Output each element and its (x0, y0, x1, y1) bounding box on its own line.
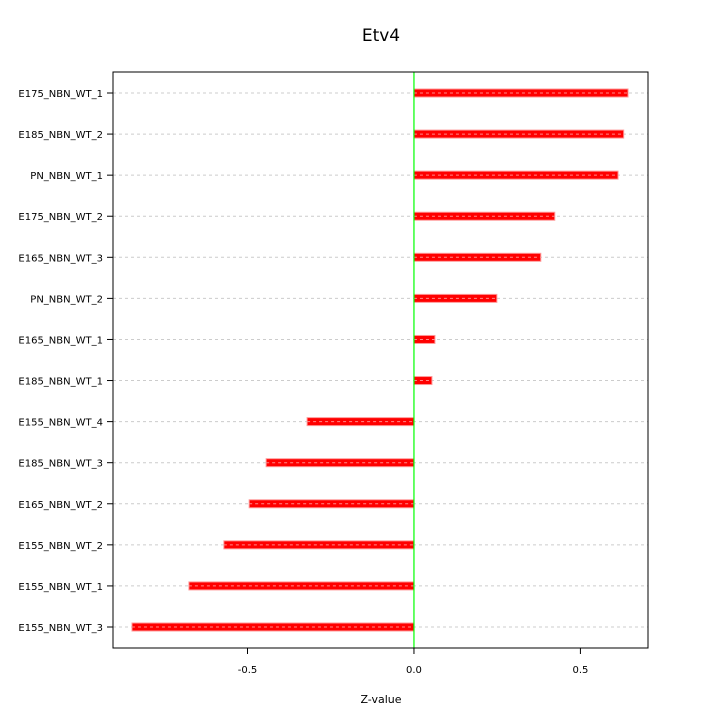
bar (188, 581, 415, 591)
chart-title: Etv4 (362, 26, 400, 46)
y-tick-label: PN_NBN_WT_1 (30, 171, 103, 182)
y-tick-label: E185_NBN_WT_2 (18, 130, 103, 141)
y-tick-label: PN_NBN_WT_2 (30, 294, 103, 305)
y-tick-label: E165_NBN_WT_3 (18, 253, 103, 264)
y-tick-label: E185_NBN_WT_3 (18, 459, 103, 470)
x-tick-label: -0.5 (238, 665, 258, 676)
y-tick-label: E155_NBN_WT_1 (18, 582, 103, 593)
y-tick-label: E155_NBN_WT_3 (18, 623, 103, 634)
y-tick-label: E155_NBN_WT_2 (18, 541, 103, 552)
bar (413, 334, 436, 344)
plot-frame (112, 71, 649, 649)
y-tick-label: E185_NBN_WT_1 (18, 377, 103, 388)
bar (223, 540, 415, 550)
y-tick-label: E165_NBN_WT_1 (18, 335, 103, 346)
y-tick-label: E165_NBN_WT_2 (18, 500, 103, 511)
y-tick-label: E155_NBN_WT_4 (18, 418, 103, 429)
x-axis-label: Z-value (360, 693, 401, 706)
x-tick-label: 0.0 (406, 665, 422, 676)
x-tick-label: 0.5 (572, 665, 588, 676)
y-tick-label: E175_NBN_WT_1 (18, 89, 103, 100)
bar (413, 211, 556, 221)
y-tick-label: E175_NBN_WT_2 (18, 212, 103, 223)
